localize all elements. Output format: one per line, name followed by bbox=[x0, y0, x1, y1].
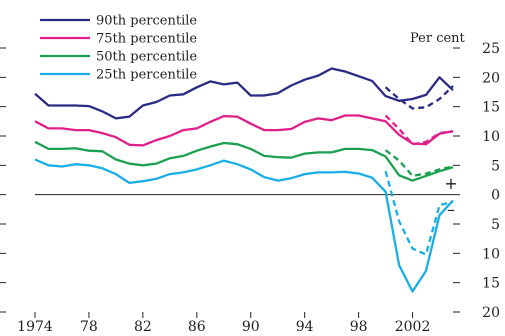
series-line-0 bbox=[34, 67, 454, 120]
series-line-1 bbox=[34, 114, 454, 147]
y-tick-label: 15 bbox=[482, 100, 500, 116]
x-tick-label: 2002 bbox=[395, 319, 431, 335]
y-tick-label: 25 bbox=[482, 41, 500, 57]
legend-label: 75th percentile bbox=[96, 32, 197, 47]
x-tick-label: 86 bbox=[188, 319, 206, 335]
x-tick-label: 90 bbox=[242, 319, 260, 335]
positive-sign: + bbox=[444, 174, 457, 193]
negative-sign: – bbox=[447, 200, 455, 219]
x-tick-label: 94 bbox=[296, 319, 314, 335]
y-tick-label: 20 bbox=[482, 70, 500, 86]
x-tick-label: 98 bbox=[350, 319, 368, 335]
series-lines bbox=[34, 67, 454, 293]
y-tick-label: 0 bbox=[491, 188, 500, 204]
legend-label: 90th percentile bbox=[96, 14, 197, 29]
left-axis-ticks bbox=[0, 47, 6, 313]
y-tick-label: 10 bbox=[482, 129, 500, 145]
y-tick-label: 20 bbox=[482, 305, 500, 321]
y-tick-label: 10 bbox=[482, 246, 500, 262]
right-axis: 25 20 15 10 5 0 5 10 15 20 bbox=[453, 41, 500, 321]
legend-label: 25th percentile bbox=[96, 68, 197, 83]
series-estimate-line-3 bbox=[384, 170, 454, 257]
series-line-3 bbox=[34, 158, 454, 293]
unit-label: Per cent bbox=[410, 31, 466, 46]
legend: 90th percentile 75th percentile 50th perce… bbox=[40, 14, 197, 83]
x-tick-label: 82 bbox=[134, 319, 152, 335]
series-estimate-line-2 bbox=[384, 149, 454, 178]
legend-label: 50th percentile bbox=[96, 50, 197, 65]
series-line-2 bbox=[34, 140, 454, 182]
x-axis: 1974 78 82 86 90 94 98 2002 bbox=[17, 312, 430, 335]
y-tick-label: 5 bbox=[491, 158, 500, 174]
series-estimate-line-0 bbox=[384, 85, 454, 110]
y-tick-label: 15 bbox=[482, 276, 500, 292]
x-tick-label: 78 bbox=[80, 319, 98, 335]
x-tick-label: 1974 bbox=[17, 319, 53, 335]
y-tick-label: 5 bbox=[491, 217, 500, 233]
